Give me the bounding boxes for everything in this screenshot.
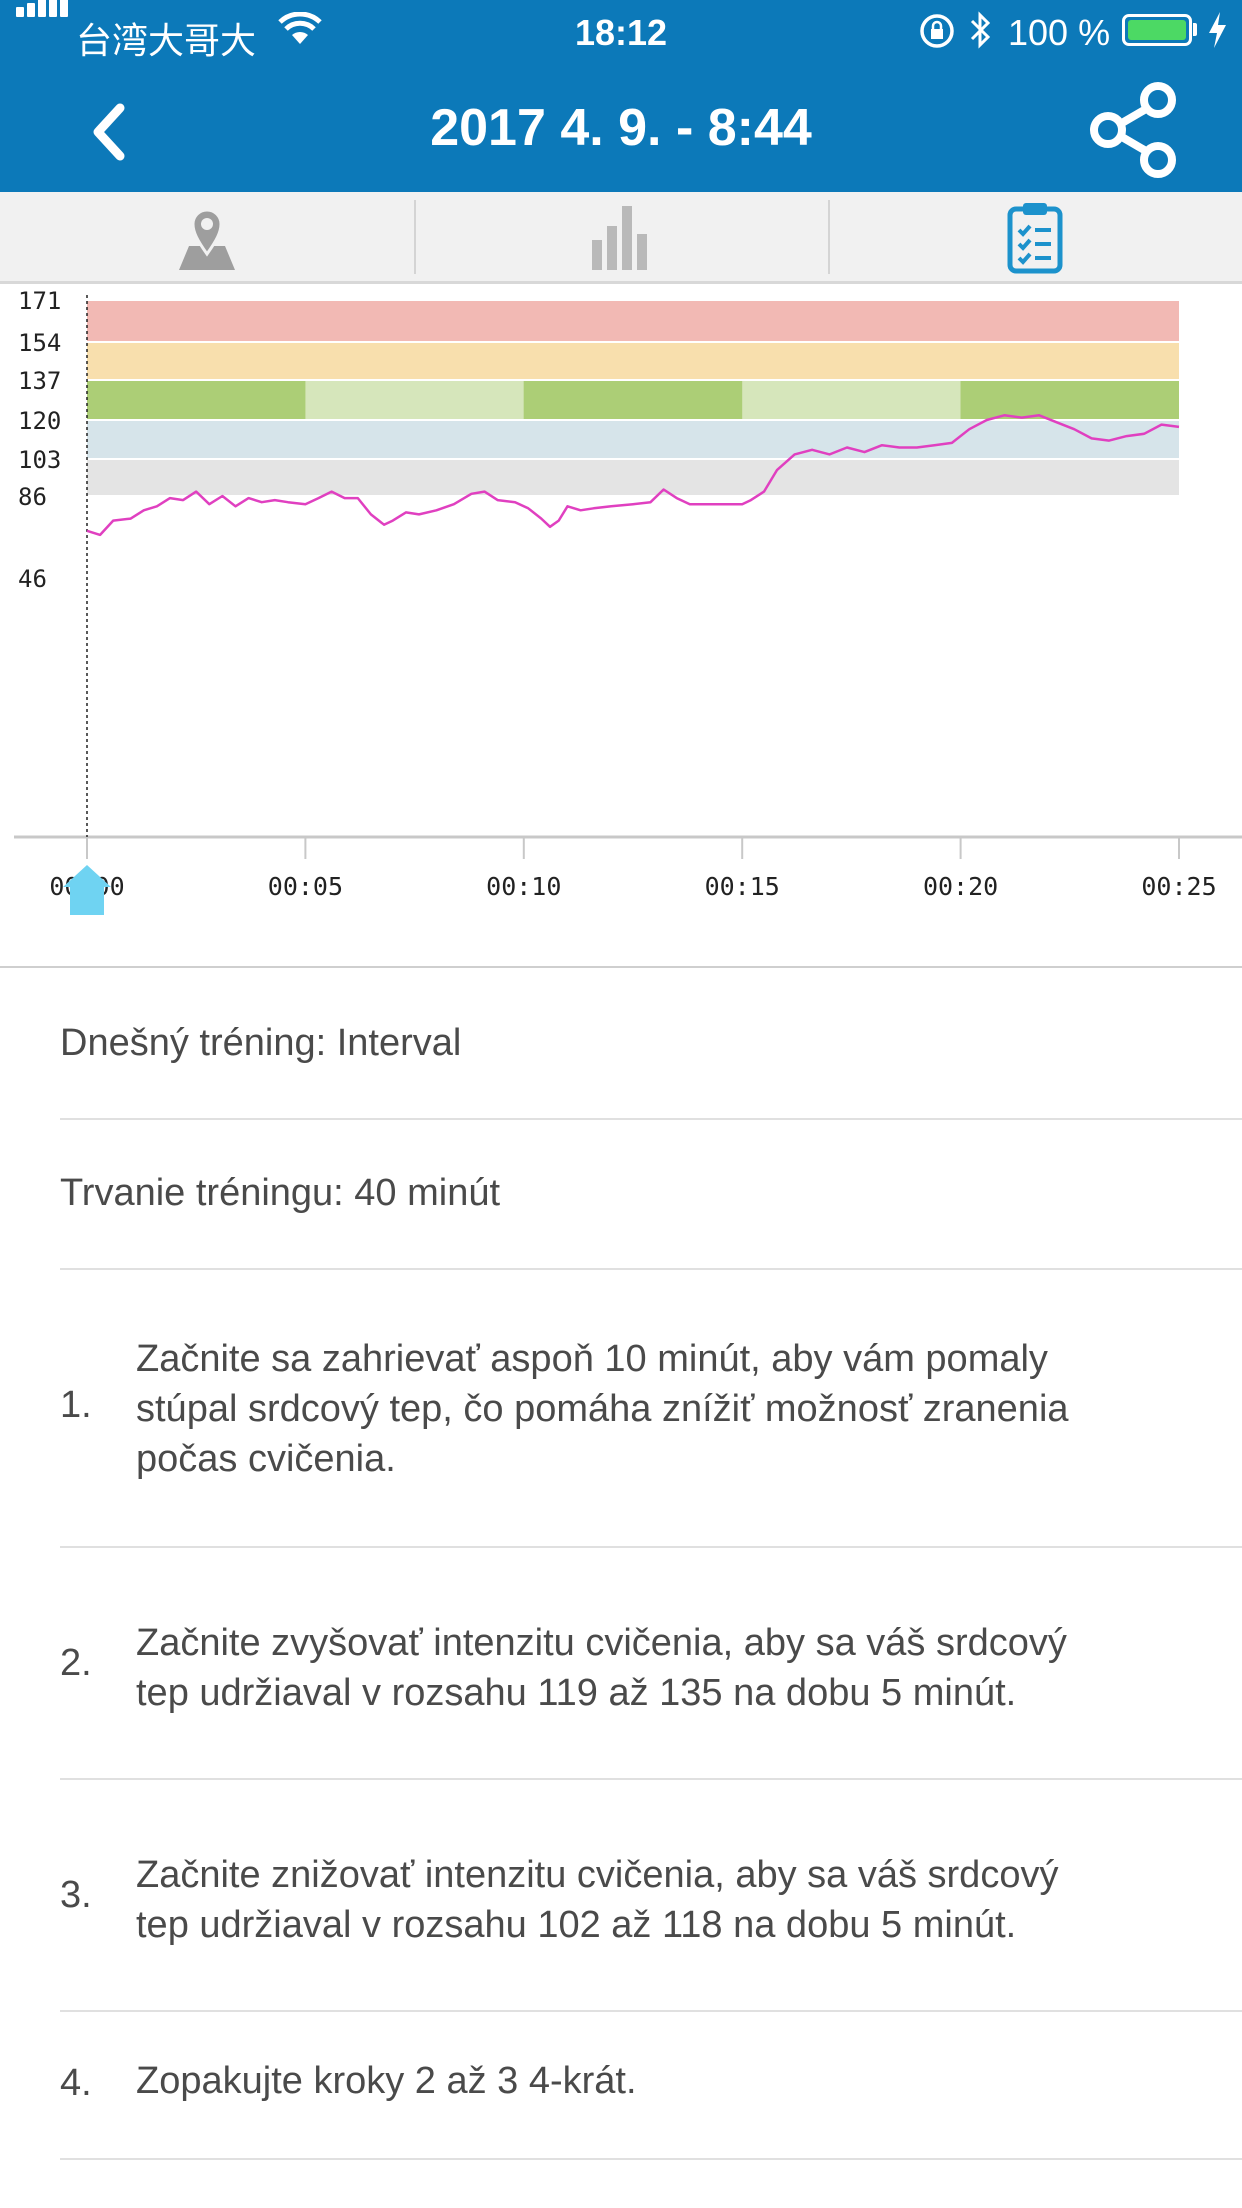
interval-other-band	[305, 381, 524, 419]
x-tick-label: 00:25	[1141, 872, 1216, 901]
battery-percent: 100 %	[1008, 12, 1111, 53]
interval-other-band	[742, 381, 961, 419]
x-tick-label: 00:15	[705, 872, 780, 901]
y-tick-label: 137	[18, 367, 61, 395]
bar-chart-icon	[592, 205, 647, 270]
plan-step: 2. Začnite zvyšovať intenzitu cvičenia, …	[60, 1548, 1242, 1780]
interval-target-band	[742, 421, 961, 458]
share-icon	[1090, 82, 1176, 178]
step-text-line: Začnite znižovať intenzitu cvičenia, aby…	[136, 1854, 1059, 1896]
battery-icon	[1122, 14, 1192, 46]
plan-step: 4. Zopakujte kroky 2 až 3 4-krát.	[60, 2012, 1242, 2160]
workout-type-row: Dnešný tréning: Interval	[60, 980, 1242, 1120]
y-tick-label: 86	[18, 483, 47, 511]
time-cursor-handle[interactable]	[63, 865, 111, 915]
interval-target-band	[305, 421, 524, 458]
interval-target-band	[87, 381, 306, 419]
status-bar: 台湾大哥大 18:12 100 %	[0, 0, 1242, 62]
tab-map[interactable]	[0, 192, 414, 281]
page-title: 2017 4. 9. - 8:44	[430, 99, 812, 157]
step-text-line: Začnite zvyšovať intenzitu cvičenia, aby…	[136, 1622, 1067, 1664]
x-tick-label: 00:05	[268, 872, 343, 901]
clipboard-checklist-icon	[1007, 202, 1063, 273]
plan-step: 3. Začnite znižovať intenzitu cvičenia, …	[60, 1780, 1242, 2012]
back-button[interactable]	[84, 92, 140, 172]
y-tick-label: 120	[18, 407, 61, 435]
interval-target-band	[960, 381, 1179, 419]
step-number: 2.	[60, 1642, 92, 1684]
charging-icon	[1209, 12, 1226, 48]
carrier-name: 台湾大哥大	[76, 20, 257, 61]
hr-zone-band	[87, 460, 1179, 495]
step-text-line: počas cvičenia.	[136, 1438, 396, 1480]
hr-zone-band	[87, 301, 1179, 341]
share-button[interactable]	[1086, 78, 1182, 178]
x-tick-label: 00:10	[486, 872, 561, 901]
bluetooth-icon	[970, 11, 991, 49]
status-time: 18:12	[574, 12, 668, 53]
heart-rate-chart: 17'19"16'53"07'43"00'00"00'00"1711541371…	[14, 287, 1242, 915]
tab-stats[interactable]	[414, 192, 828, 281]
chart-divider	[0, 966, 1242, 968]
step-text-line: stúpal srdcový tep, čo pomáha znížiť mož…	[136, 1388, 1069, 1430]
y-tick-label: 171	[18, 287, 61, 315]
interval-target-band	[523, 381, 743, 419]
step-number: 3.	[60, 1874, 92, 1916]
tab-plan[interactable]	[828, 192, 1242, 281]
view-tabs	[0, 192, 1242, 284]
top-bar: 台湾大哥大 18:12 100 % 2017 4. 9. - 8:44	[0, 0, 1242, 192]
step-number: 4.	[60, 2062, 92, 2104]
step-text-line: Začnite sa zahrievať aspoň 10 minút, aby…	[136, 1338, 1048, 1380]
step-number: 1.	[60, 1384, 92, 1426]
heart-rate-line	[86, 414, 1180, 537]
chevron-left-icon	[93, 103, 125, 161]
workout-type-label: Dnešný tréning: Interval	[60, 1022, 462, 1064]
hr-zone-band	[87, 343, 1179, 379]
step-text-line: tep udržiaval v rozsahu 102 až 118 na do…	[136, 1904, 1017, 1946]
workout-duration-row: Trvanie tréningu: 40 minút	[60, 1120, 1242, 1270]
map-pin-icon	[179, 208, 235, 270]
interval-other-band	[87, 421, 306, 458]
step-text-line: tep udržiaval v rozsahu 119 až 135 na do…	[136, 1672, 1017, 1714]
rotation-lock-icon	[920, 14, 954, 48]
y-tick-label: 154	[18, 329, 61, 357]
interval-other-band	[523, 421, 743, 458]
y-tick-label: 103	[18, 446, 61, 474]
y-tick-label: 46	[18, 565, 47, 593]
x-tick-label: 00:20	[923, 872, 998, 901]
workout-duration-label: Trvanie tréningu: 40 minút	[60, 1172, 501, 1214]
plan-step: 1. Začnite sa zahrievať aspoň 10 minút, …	[60, 1270, 1242, 1548]
step-text-line: Zopakujte kroky 2 až 3 4-krát.	[136, 2060, 637, 2102]
wifi-icon	[278, 12, 322, 44]
